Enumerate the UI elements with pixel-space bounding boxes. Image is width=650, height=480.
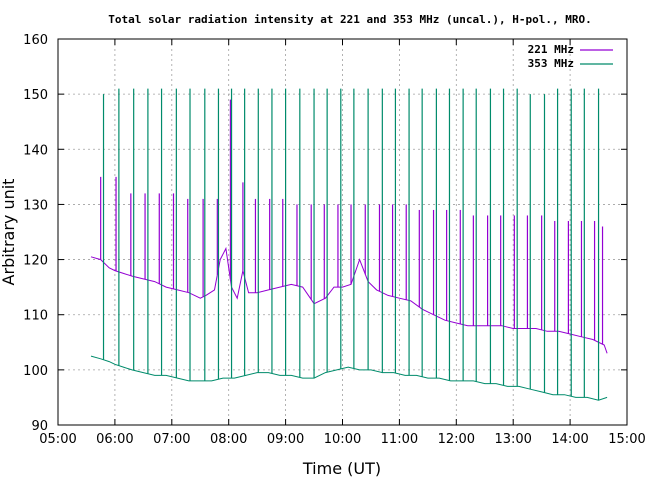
x-tick-label: 15:00 bbox=[608, 432, 645, 447]
y-tick-label: 90 bbox=[31, 419, 48, 434]
x-tick-label: 09:00 bbox=[267, 432, 304, 447]
y-tick-label: 110 bbox=[23, 309, 48, 324]
x-tick-label: 11:00 bbox=[381, 432, 418, 447]
y-axis: 90 100 110 120 130 140 150 160 bbox=[23, 33, 627, 434]
x-axis: 05:00 06:00 07:00 08:00 09:00 10:00 11:00 12:00… bbox=[39, 39, 646, 447]
series-1 bbox=[90, 88, 608, 401]
legend: 221 MHz 353 MHz bbox=[528, 43, 613, 70]
y-tick-label: 130 bbox=[23, 198, 48, 213]
x-axis-label: Time (UT) bbox=[302, 459, 381, 478]
x-tick-label: 12:00 bbox=[438, 432, 475, 447]
series-group bbox=[90, 88, 608, 401]
y-tick-label: 140 bbox=[23, 143, 48, 158]
series-0 bbox=[90, 99, 608, 354]
plot-frame bbox=[57, 38, 628, 426]
y-tick-label: 100 bbox=[23, 364, 48, 379]
y-tick-label: 160 bbox=[23, 33, 48, 48]
x-tick-label: 05:00 bbox=[39, 432, 76, 447]
x-tick-label: 08:00 bbox=[210, 432, 247, 447]
x-tick-label: 07:00 bbox=[153, 432, 190, 447]
y-tick-label: 120 bbox=[23, 254, 48, 269]
x-tick-label: 10:00 bbox=[324, 432, 361, 447]
series-line bbox=[90, 355, 608, 401]
legend-label-221: 221 MHz bbox=[528, 43, 574, 56]
y-axis-label: Arbitrary unit bbox=[0, 179, 18, 286]
chart-title: Total solar radiation intensity at 221 a… bbox=[108, 13, 591, 26]
x-tick-label: 14:00 bbox=[551, 432, 588, 447]
x-tick-label: 13:00 bbox=[494, 432, 531, 447]
series-line bbox=[90, 246, 608, 354]
x-tick-label: 06:00 bbox=[96, 432, 133, 447]
legend-label-353: 353 MHz bbox=[528, 57, 574, 70]
y-tick-label: 150 bbox=[23, 88, 48, 103]
